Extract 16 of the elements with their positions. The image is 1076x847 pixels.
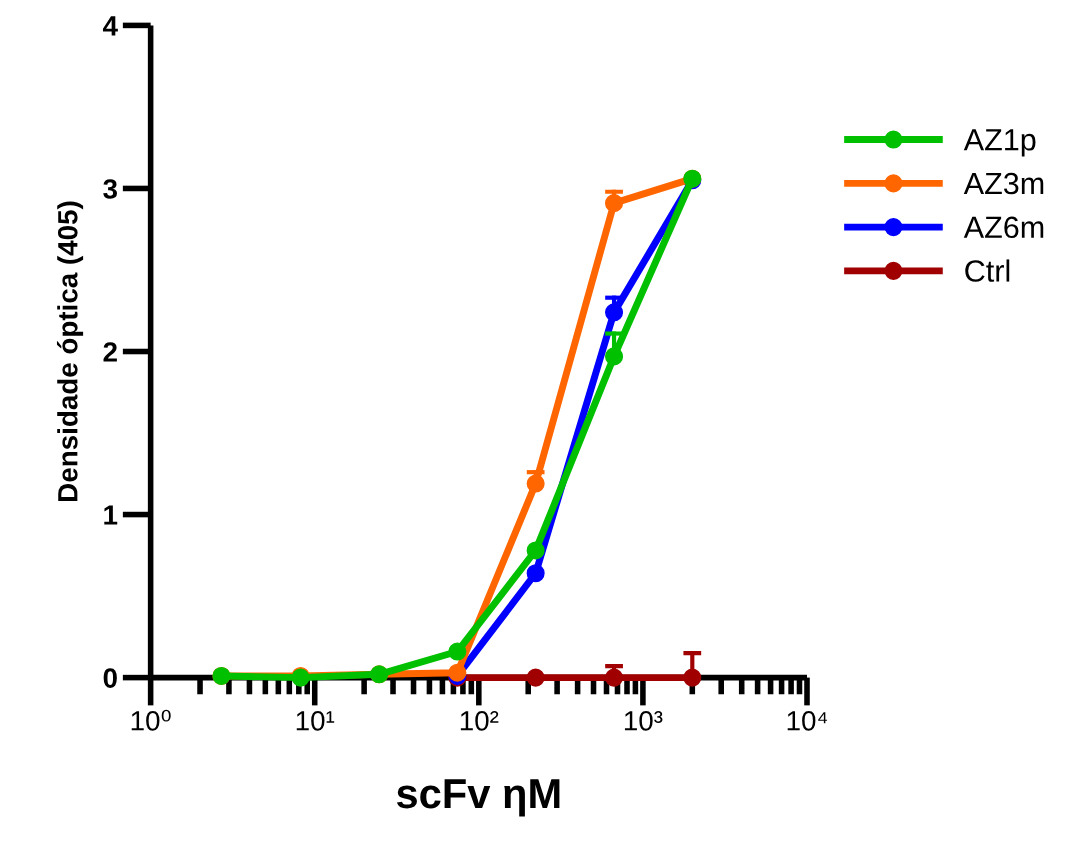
y-tick-label: 1 (104, 505, 118, 525)
legend-label: AZ6m (963, 216, 1044, 239)
x-tick-label: 10⁴ (787, 710, 828, 731)
y-tick-label: 4 (102, 16, 118, 36)
x-tick-label: 10² (460, 710, 499, 731)
legend-label: AZ1p (963, 129, 1036, 157)
legend-label: AZ3m (963, 172, 1044, 195)
y-axis-title: Densidade óptica (405) (56, 201, 84, 501)
y-tick-label: 0 (103, 668, 117, 688)
x-axis-title: scFv ηM (396, 779, 560, 817)
x-tick-label: 10⁰ (131, 709, 171, 731)
legend-label: Ctrl (965, 259, 1010, 282)
x-tick-label: 10³ (624, 710, 663, 731)
y-tick-label: 3 (103, 179, 117, 199)
y-tick-label: 2 (103, 342, 117, 362)
x-tick-label: 10¹ (296, 710, 335, 731)
